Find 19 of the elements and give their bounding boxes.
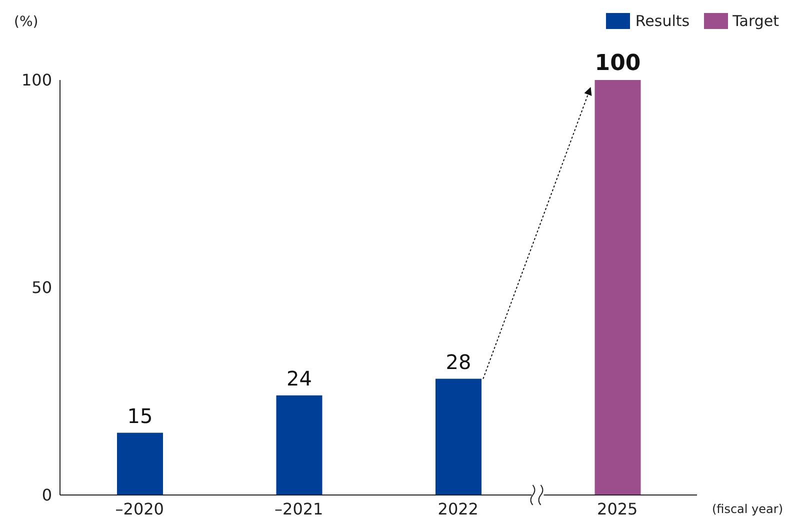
data-label: 100 — [594, 51, 641, 76]
bar — [117, 432, 163, 495]
y-tick-label: 50 — [32, 278, 52, 298]
bar — [594, 80, 641, 495]
y-tick-label: 100 — [21, 70, 52, 90]
y-axis-title: (%) — [14, 14, 38, 30]
bar — [436, 378, 482, 495]
legend-label: Target — [732, 12, 779, 30]
data-label: 15 — [127, 404, 153, 428]
x-tick-label: –2020 — [115, 499, 164, 518]
x-axis-title: (fiscal year) — [712, 502, 783, 516]
x-tick-label: 2025 — [597, 499, 638, 518]
data-label: 24 — [286, 366, 312, 390]
data-label: 28 — [446, 350, 472, 374]
x-tick-label: 2022 — [438, 499, 478, 518]
y-tick-label: 0 — [42, 486, 52, 505]
x-tick-label: –2021 — [274, 499, 324, 518]
legend-label: Results — [635, 12, 690, 30]
bar — [276, 395, 322, 495]
